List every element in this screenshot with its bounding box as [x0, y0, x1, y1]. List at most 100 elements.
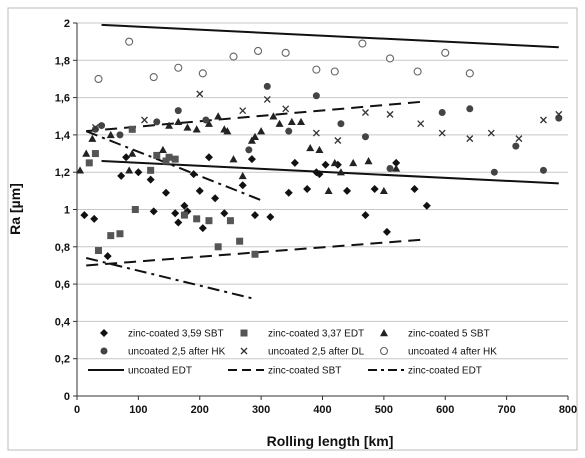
data-point — [438, 129, 446, 137]
legend-item-zinc-coated-edt: zinc-coated EDT — [368, 366, 482, 377]
data-point — [515, 135, 523, 143]
data-point — [162, 157, 170, 165]
data-point — [263, 82, 271, 90]
data-point — [117, 171, 126, 180]
legend-label: zinc-coated 3,37 EDT — [268, 329, 364, 340]
legend-label: uncoated EDT — [128, 366, 192, 377]
data-point — [386, 164, 394, 172]
data-point — [153, 151, 161, 159]
data-point — [205, 217, 213, 225]
legend-label: uncoated 2,5 after DL — [268, 347, 365, 358]
data-point — [290, 158, 299, 167]
data-point — [238, 171, 247, 180]
data-point — [285, 127, 293, 135]
trend-lines — [85, 23, 559, 300]
data-point — [174, 218, 183, 227]
trend-line-uncoated-edt — [101, 160, 559, 185]
series-zinc-coated-3-59-sbt — [80, 153, 431, 261]
data-point — [361, 211, 370, 220]
y-tick-label: 1,4 — [55, 130, 71, 142]
y-tick-label: 0,6 — [55, 279, 70, 291]
series-uncoated-2-5-after-dl — [91, 90, 563, 144]
data-point — [306, 143, 315, 152]
data-point — [512, 142, 520, 150]
data-point — [555, 114, 563, 122]
data-point — [134, 168, 143, 177]
y-tick-label: 0,4 — [55, 316, 71, 328]
data-point — [192, 125, 201, 133]
data-point — [198, 69, 207, 78]
data-point — [315, 170, 324, 179]
data-point — [128, 125, 136, 133]
x-tick-label: 400 — [313, 404, 331, 416]
legend-item-uncoated-4-after-hk: uncoated 4 after HK — [379, 346, 497, 358]
data-point — [91, 125, 99, 133]
data-point — [362, 109, 369, 116]
x-tick-label: 800 — [559, 404, 577, 416]
data-point — [103, 252, 112, 261]
data-point — [165, 121, 174, 129]
data-point — [198, 224, 207, 233]
data-point — [417, 120, 425, 128]
data-point — [337, 120, 345, 128]
data-point — [220, 209, 229, 218]
data-point — [247, 155, 256, 164]
data-point — [153, 118, 161, 126]
legend-marker — [240, 347, 248, 355]
series-uncoated-2-5-after-hk — [91, 82, 563, 176]
data-point — [321, 160, 330, 169]
data-point — [180, 201, 189, 210]
data-point — [229, 155, 238, 163]
legend-item-zinc-coated-sbt: zinc-coated SBT — [228, 366, 341, 377]
legend-item-uncoated-edt: uncoated EDT — [88, 366, 192, 377]
y-tick-label: 0,2 — [55, 354, 70, 366]
data-point — [266, 212, 275, 221]
data-point — [183, 123, 192, 131]
data-point — [465, 69, 474, 78]
data-point — [116, 131, 124, 139]
data-point — [174, 117, 183, 126]
data-point — [98, 122, 106, 130]
legend-label: uncoated 4 after HK — [408, 347, 497, 358]
data-point — [128, 149, 137, 157]
data-point — [385, 54, 395, 63]
data-point — [490, 168, 498, 176]
legend-item-uncoated-2-5-after-dl: uncoated 2,5 after DL — [240, 347, 365, 358]
axes — [73, 22, 569, 400]
data-point — [324, 186, 333, 195]
data-point — [180, 211, 188, 219]
data-point — [204, 119, 213, 127]
data-point — [211, 194, 220, 203]
data-point — [250, 132, 259, 140]
y-tick-label: 1 — [64, 205, 70, 217]
data-point — [284, 188, 293, 197]
trend-line-uncoated-edt — [101, 23, 559, 49]
data-point — [287, 117, 296, 126]
legend-marker — [379, 346, 389, 356]
data-point — [297, 117, 306, 126]
data-point — [370, 184, 379, 193]
data-point — [441, 48, 450, 57]
data-point — [204, 153, 213, 162]
data-point — [330, 67, 339, 76]
legend-label: zinc-coated SBT — [268, 366, 341, 377]
grid — [77, 22, 568, 360]
data-point — [466, 135, 474, 143]
plot-border — [7, 7, 578, 451]
y-tick-label: 0 — [64, 391, 70, 403]
data-point — [334, 137, 342, 144]
y-axis-label: Ra [µm] — [7, 183, 23, 235]
data-point — [149, 73, 158, 82]
data-point — [282, 105, 290, 113]
legend-marker — [100, 347, 108, 355]
data-point — [202, 116, 210, 124]
data-point — [413, 67, 422, 76]
data-point — [312, 92, 320, 100]
data-point — [116, 230, 124, 238]
trend-line-zinc-coated-edt — [85, 257, 256, 300]
data-point — [147, 166, 155, 174]
legend-marker — [100, 329, 108, 337]
data-point — [229, 52, 238, 61]
data-point — [131, 206, 139, 213]
